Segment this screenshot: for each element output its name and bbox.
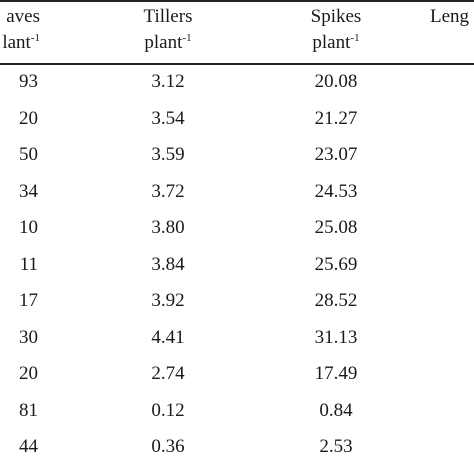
header-spikes-line1: Spikes — [310, 6, 362, 27]
header-tillers-line1: Tillers — [143, 6, 193, 27]
table-top-rule — [0, 0, 474, 2]
table-row: 30 4.41 31.13 — [0, 320, 474, 356]
cell-spikes: 24.53 — [314, 180, 358, 202]
cell-leaves: 20 — [19, 107, 38, 129]
cell-tillers: 2.74 — [151, 363, 185, 384]
cell-spikes: 31.13 — [314, 326, 358, 348]
header-tillers-line2: plant-1 — [128, 30, 208, 56]
cell-tillers: 0.36 — [151, 436, 185, 457]
table-row: 81 0.12 0.84 — [0, 393, 474, 429]
table-row: 20 3.54 21.27 — [0, 101, 474, 137]
cell-tillers: 3.80 — [151, 217, 185, 238]
cell-leaves: 11 — [19, 253, 38, 275]
cell-leaves: 20 — [19, 363, 38, 384]
cell-leaves: 93 — [19, 71, 38, 92]
header-length-line1: Leng — [430, 6, 470, 27]
header-leaves-sup: -1 — [30, 32, 40, 44]
cell-tillers: 0.12 — [151, 399, 185, 421]
cell-spikes: 0.84 — [319, 399, 353, 421]
header-spikes-line2: plant-1 — [296, 30, 376, 56]
cell-spikes: 25.08 — [314, 217, 358, 238]
header-leaves-line2: lant-1 — [0, 30, 40, 56]
header-leaves-line1: aves — [6, 6, 40, 27]
cell-spikes: 28.52 — [314, 290, 358, 311]
cell-leaves: 34 — [19, 180, 38, 202]
cell-tillers: 3.12 — [151, 71, 185, 92]
cell-tillers: 4.41 — [151, 326, 185, 348]
header-leaves-unit: lant — [2, 32, 31, 53]
header-spikes: Spikes plant-1 — [296, 4, 376, 56]
cell-spikes: 17.49 — [314, 363, 358, 384]
cell-tillers: 3.72 — [151, 180, 185, 202]
cell-leaves: 17 — [19, 290, 38, 311]
table-row: 44 0.36 2.53 — [0, 429, 474, 465]
header-spikes-sup: -1 — [350, 32, 360, 44]
header-length: Leng — [430, 4, 469, 30]
table-row: 11 3.84 25.69 — [0, 247, 474, 283]
cell-leaves: 44 — [19, 436, 38, 457]
cell-leaves: 81 — [19, 399, 38, 421]
table-row: 20 2.74 17.49 — [0, 356, 474, 392]
cell-spikes: 2.53 — [319, 436, 353, 457]
header-leaves: aves lant-1 — [0, 4, 40, 56]
cell-tillers: 3.84 — [151, 253, 185, 275]
table-row: 34 3.72 24.53 — [0, 174, 474, 210]
cell-leaves: 50 — [19, 144, 38, 165]
header-spikes-unit: plant — [312, 32, 351, 53]
header-tillers: Tillers plant-1 — [128, 4, 208, 56]
cell-tillers: 3.54 — [151, 107, 185, 129]
header-tillers-sup: -1 — [182, 32, 192, 44]
cell-tillers: 3.92 — [151, 290, 185, 311]
cell-spikes: 21.27 — [314, 107, 358, 129]
header-bottom-rule — [0, 63, 474, 65]
table-row: 50 3.59 23.07 — [0, 137, 474, 173]
cell-spikes: 20.08 — [314, 71, 358, 92]
table-row: 93 3.12 20.08 — [0, 64, 474, 100]
cell-leaves: 10 — [19, 217, 38, 238]
header-tillers-unit: plant — [144, 32, 183, 53]
cell-tillers: 3.59 — [151, 144, 185, 165]
cell-leaves: 30 — [19, 326, 38, 348]
cell-spikes: 23.07 — [314, 144, 358, 165]
table-row: 17 3.92 28.52 — [0, 283, 474, 319]
table-row: 10 3.80 25.08 — [0, 210, 474, 246]
cell-spikes: 25.69 — [314, 253, 358, 275]
